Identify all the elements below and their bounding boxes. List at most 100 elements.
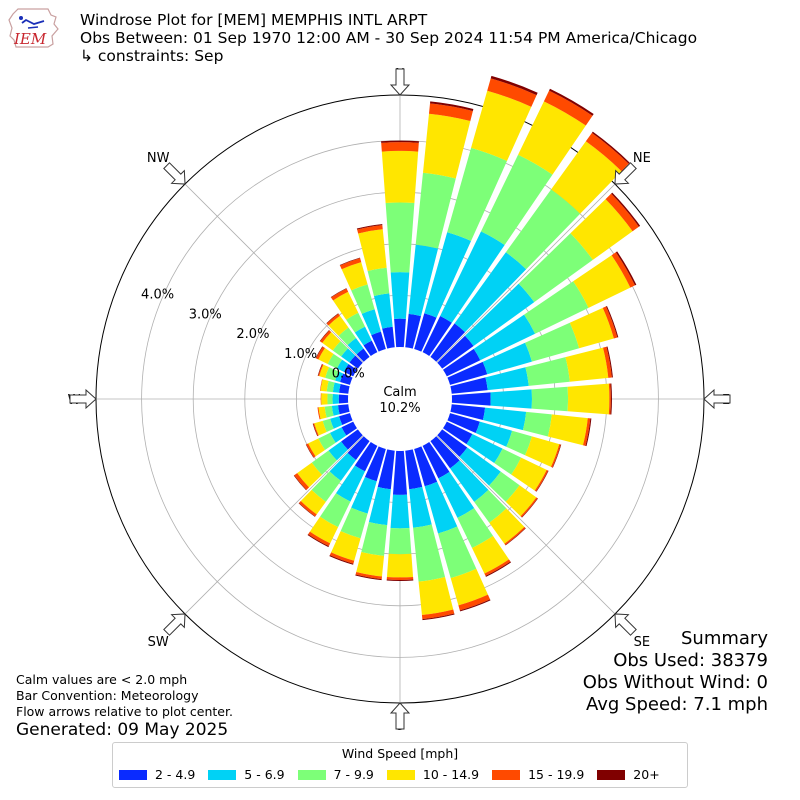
bar-segment (534, 469, 549, 492)
bar-segment (356, 551, 385, 577)
bar-segment (339, 257, 361, 266)
bar-convention-note: Bar Convention: Meteorology (16, 688, 199, 703)
bar-segment (311, 471, 341, 502)
bar-segment (298, 502, 316, 517)
bar-segment (569, 307, 614, 349)
direction-label: NW (147, 151, 170, 166)
bar-segment (294, 473, 310, 490)
bar-segment (386, 576, 414, 580)
bar-segment (319, 364, 330, 378)
bar-segment (321, 393, 328, 405)
bar-segment (447, 361, 488, 385)
bar-segment (506, 430, 532, 456)
bar-segment (565, 347, 609, 382)
bar-segment (316, 346, 325, 360)
legend-swatch (208, 769, 237, 780)
bar-segment (349, 355, 363, 369)
flow-arrow-icon (69, 388, 97, 410)
flow-arrow-icon (163, 613, 186, 636)
bar-segment (394, 318, 406, 348)
bar-segment (330, 416, 343, 429)
bar-segment (437, 429, 468, 457)
bar-segment (317, 363, 323, 376)
bar-segment (351, 477, 377, 514)
iem-logo: IEM (8, 8, 59, 48)
bar-segment (606, 346, 613, 378)
bar-segment (331, 531, 361, 561)
bar-segment (487, 78, 537, 107)
flow-arrow-icon (163, 162, 186, 185)
obs-used: Obs Used: 38379 (613, 650, 768, 671)
bar-segment (549, 88, 594, 116)
bar-segment (328, 441, 348, 461)
bar-segment (485, 561, 512, 577)
bar-segment (367, 267, 390, 297)
bar-segment (314, 420, 327, 436)
bar-segment (582, 418, 591, 446)
legend-label: 5 - 6.9 (244, 767, 285, 782)
bar-segment (494, 448, 522, 475)
bar-segment (550, 444, 561, 468)
bar-segment (357, 225, 383, 234)
bar-segment (331, 405, 340, 416)
bar-segment (329, 427, 347, 443)
bar-segment (505, 485, 537, 517)
bar-segment (489, 471, 520, 502)
bar-segment (320, 493, 351, 528)
bar-segment (308, 438, 325, 457)
bar-segment (330, 288, 347, 298)
bar-segment (418, 576, 454, 616)
bar-segment (615, 251, 637, 286)
calm-note: Calm values are < 2.0 mph (16, 672, 188, 687)
bar-segment (454, 252, 527, 333)
bar-segment (443, 421, 473, 445)
bar-segment (447, 413, 480, 434)
bar-segment (356, 224, 383, 230)
bar-segment (602, 306, 618, 339)
radial-tick-label: 1.0% (284, 347, 317, 362)
bar-segment (340, 373, 353, 385)
bar-segment (355, 571, 382, 580)
bar-segment (430, 101, 474, 111)
bar-segment (585, 132, 629, 172)
legend-label: 7 - 9.9 (333, 767, 374, 782)
bar-segment (525, 357, 570, 386)
bar-segment (405, 449, 423, 490)
bar-segment (422, 113, 471, 179)
calm-label: Calm (383, 385, 416, 400)
summary-title: Summary (681, 628, 768, 649)
legend-items: 2 - 4.9 5 - 6.9 7 - 9.9 10 - 14.9 15 - 19.9 2… (119, 767, 673, 782)
bar-segment (443, 348, 481, 377)
legend-item: 10 - 14.9 (386, 767, 479, 782)
bar-segment (422, 442, 450, 479)
bar-segment (552, 444, 562, 468)
bar-segment (327, 353, 343, 369)
bar-segment (322, 418, 334, 432)
legend-item: 5 - 6.9 (208, 767, 285, 782)
bar-segment (450, 377, 488, 394)
bar-segment (322, 332, 341, 351)
bar-segment (390, 272, 410, 319)
bar-segment (312, 423, 318, 437)
flow-arrow-icon (614, 613, 637, 636)
bar-segment (341, 348, 356, 363)
grid-spoke (436, 435, 616, 615)
bar-segment (602, 346, 612, 378)
flow-arrow-icon (614, 162, 637, 185)
bar-segment (371, 331, 386, 352)
bar-segment (474, 489, 507, 523)
bar-segment (361, 521, 388, 556)
bar-segment (315, 346, 323, 359)
bar-segment (591, 131, 630, 164)
bar-segment (450, 568, 488, 606)
radial-tick-label: 0.0% (332, 367, 365, 382)
obs-range: Obs Between: 01 Sep 1970 12:00 AM - 30 S… (80, 29, 698, 47)
avg-speed: Avg Speed: 7.1 mph (586, 694, 768, 715)
legend-swatch (386, 769, 415, 780)
bar-segment (605, 193, 639, 232)
bar-segment (381, 140, 419, 143)
flow-note: Flow arrows relative to plot center. (16, 704, 233, 719)
bar-segment (504, 526, 526, 545)
footer-notes: Calm values are < 2.0 mph Bar Convention… (16, 672, 233, 740)
